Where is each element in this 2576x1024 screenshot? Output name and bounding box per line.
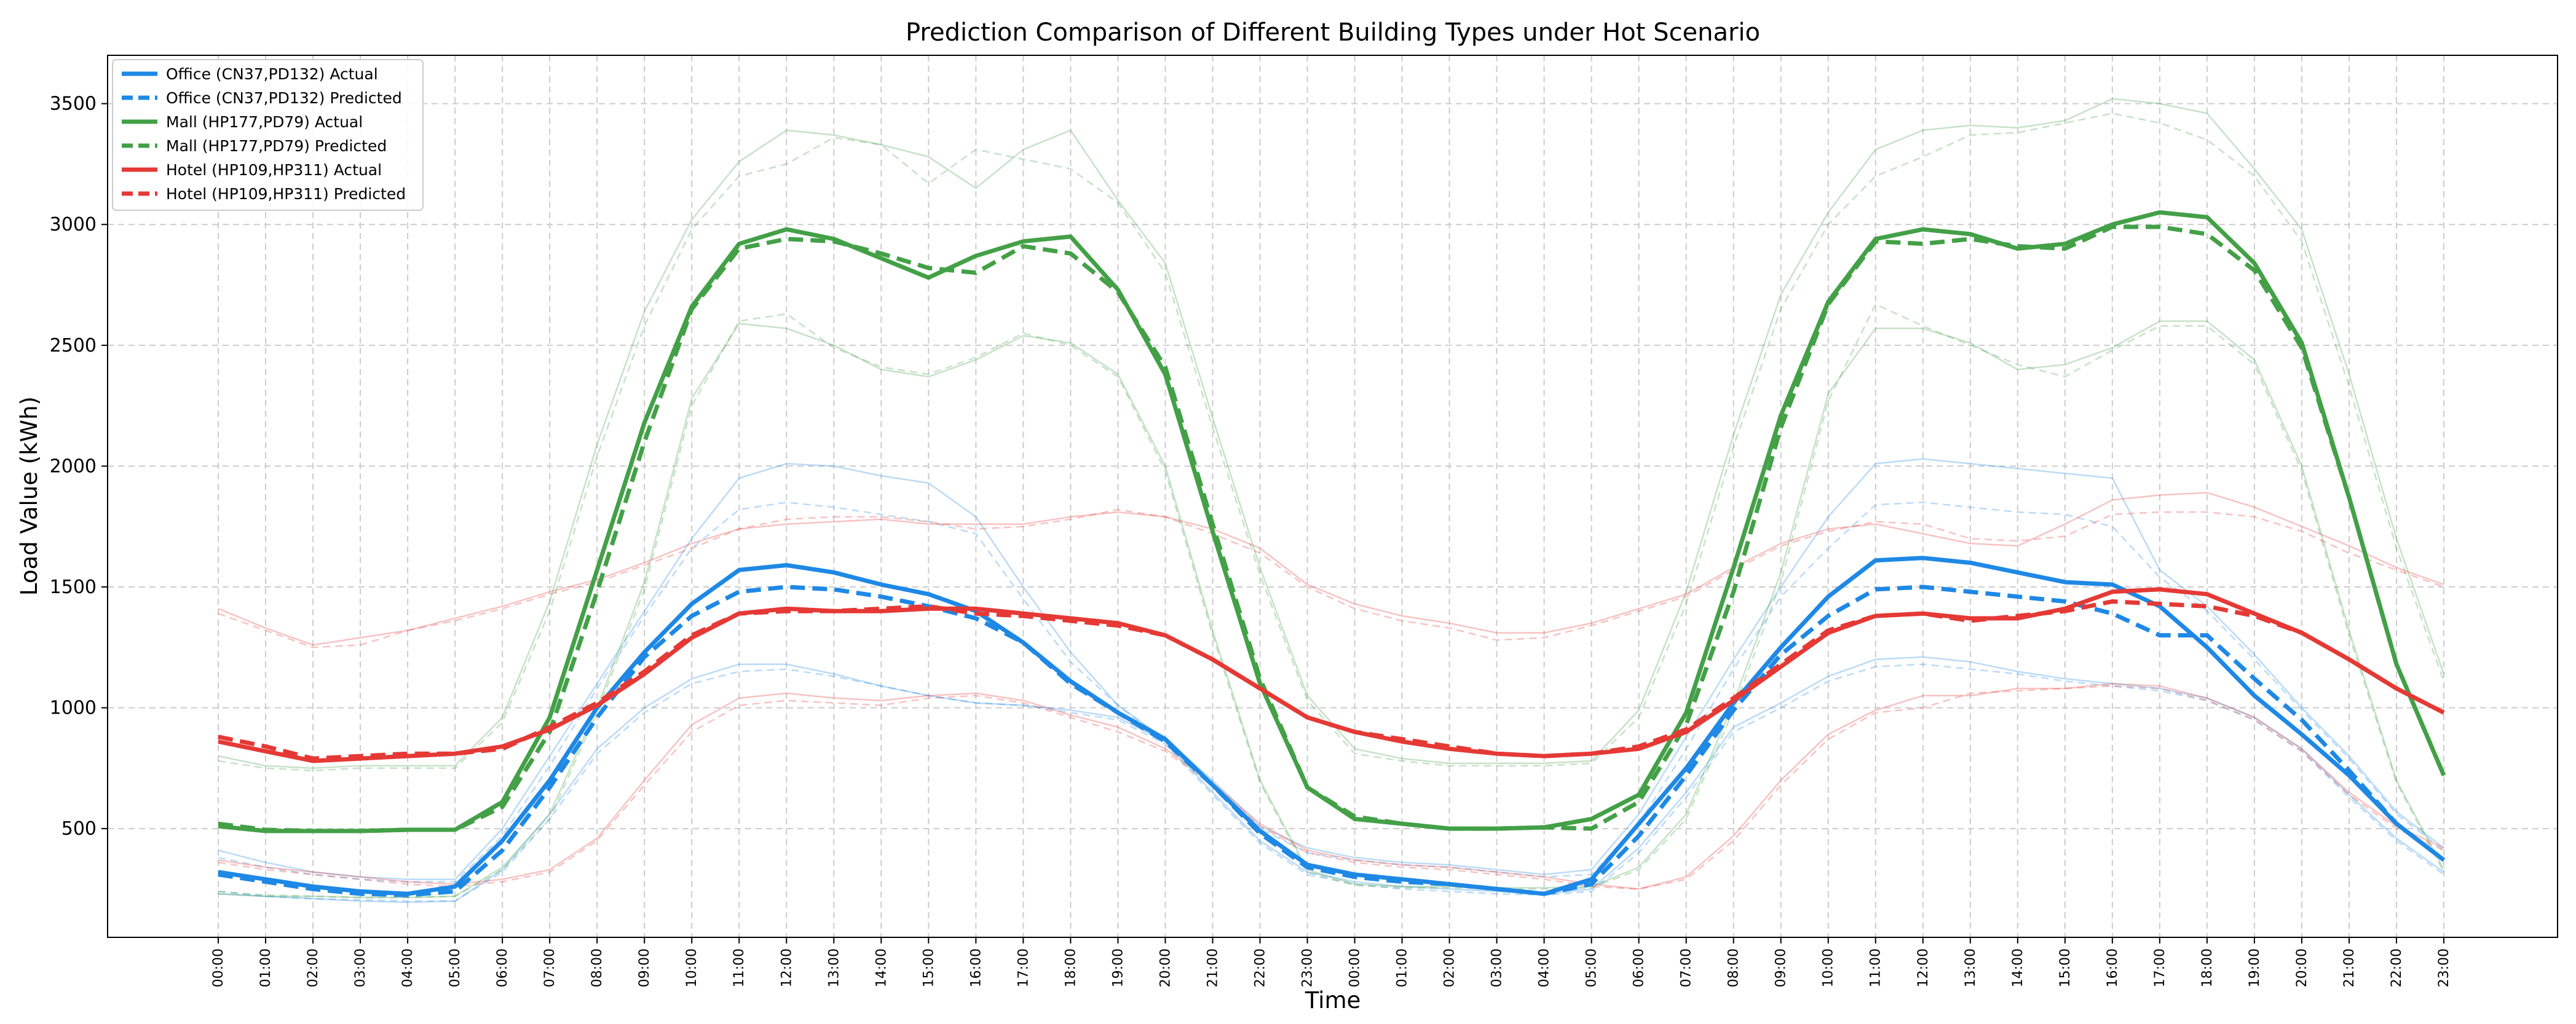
- x-tick-label: 16:00: [968, 948, 984, 987]
- legend-box: [112, 59, 424, 211]
- background-series-line: [218, 682, 2444, 890]
- x-tick-label: 19:00: [1110, 948, 1126, 987]
- legend: Office (CN37,PD132) Actual Office (CN37,P…: [112, 59, 424, 211]
- x-tick-label: 03:00: [1490, 948, 1505, 987]
- x-tick-label: 02:00: [306, 948, 321, 987]
- legend-label: Hotel (HP109,HP311) Predicted: [166, 185, 406, 203]
- background-series-line: [218, 502, 2444, 883]
- y-tick-label: 3000: [50, 214, 97, 235]
- series-line: [218, 585, 2446, 897]
- y-tick-label: 1500: [50, 577, 97, 598]
- x-tick-label: 23:00: [2436, 948, 2452, 987]
- x-axis-ticks: 00:00 01:00 02:00 03:00 04:00 05:00 06:00 07:00…: [211, 937, 2452, 987]
- x-tick-label: 18:00: [1063, 948, 1078, 987]
- x-tick-label: 23:00: [1300, 948, 1315, 987]
- x-tick-label: 09:00: [637, 948, 652, 987]
- series-line: [218, 599, 2445, 761]
- x-tick-label: 14:00: [2010, 948, 2026, 987]
- x-tick-label: 04:00: [1537, 948, 1552, 987]
- main-series-group: [218, 210, 2446, 897]
- series-line: [218, 224, 2446, 833]
- x-tick-label: 22:00: [2389, 948, 2404, 987]
- x-tick-label: 09:00: [1774, 948, 1789, 987]
- x-tick-label: 12:00: [779, 948, 794, 987]
- x-tick-label: 16:00: [2105, 948, 2120, 987]
- y-tick-label: 2500: [50, 335, 97, 356]
- y-axis-ticks: 500 1000 1500 2000 2500 3000 3500: [50, 93, 108, 840]
- x-tick-label: 20:00: [2294, 948, 2310, 987]
- x-tick-label: 08:00: [590, 948, 605, 987]
- x-tick-label: 04:00: [400, 948, 416, 987]
- x-tick-label: 10:00: [1821, 948, 1836, 987]
- background-series-line: [218, 458, 2444, 880]
- legend-label: Mall (HP177,PD79) Predicted: [166, 137, 387, 155]
- x-tick-label: 07:00: [542, 948, 558, 987]
- background-series-line: [218, 112, 2445, 771]
- x-tick-label: 02:00: [1442, 948, 1458, 987]
- x-tick-label: 12:00: [1916, 948, 1931, 987]
- x-tick-label: 00:00: [1348, 948, 1363, 987]
- background-series-line: [218, 508, 2444, 648]
- background-series-line: [218, 656, 2444, 904]
- x-tick-label: 13:00: [1963, 948, 1978, 987]
- x-tick-label: 13:00: [826, 948, 842, 987]
- y-tick-label: 2000: [50, 455, 97, 477]
- chart-title: Prediction Comparison of Different Build…: [906, 18, 1760, 47]
- x-tick-label: 21:00: [1205, 948, 1220, 987]
- x-axis-label: Time: [1305, 987, 1361, 1014]
- y-tick-label: 1000: [50, 698, 97, 719]
- x-tick-label: 19:00: [2247, 948, 2262, 987]
- x-tick-label: 14:00: [874, 948, 889, 987]
- x-tick-label: 17:00: [2152, 948, 2168, 987]
- x-tick-label: 05:00: [448, 948, 463, 987]
- y-axis-label: Load Value (kWh): [16, 396, 42, 596]
- x-tick-label: 01:00: [258, 948, 274, 987]
- legend-label: Mall (HP177,PD79) Actual: [166, 113, 363, 131]
- x-tick-label: 00:00: [211, 948, 226, 987]
- series-line: [218, 556, 2446, 896]
- y-tick-label: 500: [61, 818, 97, 840]
- x-tick-label: 15:00: [921, 948, 936, 987]
- x-tick-label: 15:00: [2058, 948, 2073, 987]
- x-tick-label: 05:00: [1584, 948, 1600, 987]
- x-tick-label: 01:00: [1395, 948, 1410, 987]
- x-tick-label: 18:00: [2200, 948, 2215, 987]
- x-tick-label: 03:00: [353, 948, 368, 987]
- x-tick-label: 17:00: [1016, 948, 1031, 987]
- x-tick-label: 20:00: [1158, 948, 1173, 987]
- background-series-line: [218, 663, 2444, 902]
- legend-label: Office (CN37,PD132) Actual: [166, 65, 378, 83]
- x-tick-label: 06:00: [1632, 948, 1647, 987]
- x-tick-label: 06:00: [495, 948, 510, 987]
- x-tick-label: 21:00: [2342, 948, 2357, 987]
- x-tick-label: 11:00: [1868, 948, 1884, 987]
- background-series-line: [218, 98, 2445, 770]
- background-series-line: [218, 685, 2444, 890]
- x-tick-label: 07:00: [1679, 948, 1694, 987]
- x-tick-label: 11:00: [732, 948, 747, 987]
- plot-frame: [107, 55, 2558, 938]
- x-tick-label: 08:00: [1726, 948, 1742, 987]
- background-series-line: [218, 492, 2444, 646]
- legend-label: Hotel (HP109,HP311) Actual: [166, 161, 382, 179]
- x-tick-label: 22:00: [1252, 948, 1268, 987]
- x-tick-label: 10:00: [684, 948, 700, 987]
- legend-label: Office (CN37,PD132) Predicted: [166, 89, 402, 107]
- y-tick-label: 3500: [50, 93, 97, 115]
